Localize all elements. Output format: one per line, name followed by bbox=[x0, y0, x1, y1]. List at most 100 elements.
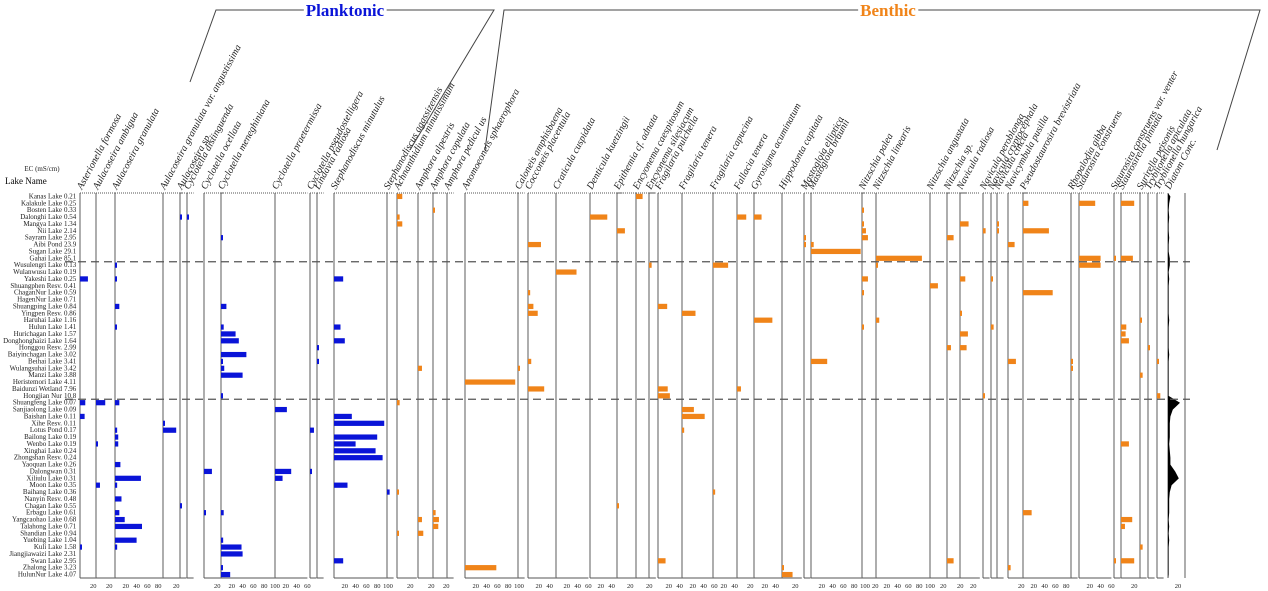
lake-name: Moon Lake bbox=[30, 481, 62, 489]
abundance-bar bbox=[1121, 331, 1126, 337]
taxon-panel bbox=[1070, 192, 1078, 579]
abundance-bar bbox=[556, 269, 577, 275]
tick-label: 100 bbox=[860, 583, 870, 590]
taxon-panel bbox=[517, 192, 525, 579]
abundance-bar bbox=[960, 310, 962, 316]
row-header: Lake Name bbox=[5, 176, 47, 186]
abundance-bar bbox=[334, 482, 348, 488]
abundance-bar bbox=[1023, 200, 1029, 206]
tick-label: 40 bbox=[352, 583, 359, 590]
abundance-bar bbox=[397, 221, 403, 227]
tick-label: 20 bbox=[106, 583, 113, 590]
abundance-bar bbox=[115, 537, 137, 543]
abundance-bar bbox=[334, 338, 345, 344]
lake-ec: 0.19 bbox=[64, 433, 77, 441]
lake-ec: 1.58 bbox=[64, 543, 77, 551]
tick-label: 20 bbox=[970, 583, 977, 590]
taxon-panel: 20 bbox=[396, 192, 417, 590]
taxon-panel bbox=[186, 192, 194, 579]
abundance-bar bbox=[115, 324, 117, 330]
tick-label: 20 bbox=[90, 583, 97, 590]
abundance-bar bbox=[876, 317, 880, 323]
abundance-bar bbox=[991, 324, 994, 330]
lake-name: Baishan Lake bbox=[24, 412, 62, 420]
abundance-bar bbox=[960, 221, 969, 227]
abundance-bar bbox=[334, 434, 378, 440]
taxon-panel: 20 bbox=[616, 192, 637, 590]
abundance-bar bbox=[528, 358, 532, 365]
lake-ec: 1.34 bbox=[64, 220, 77, 228]
lake-ec: 0.48 bbox=[64, 495, 77, 503]
tick-label: 60 bbox=[304, 583, 311, 590]
abundance-bar bbox=[310, 468, 312, 475]
lake-name: Baidunzi Wetland bbox=[12, 385, 63, 393]
lake-ec: 85.1 bbox=[64, 254, 77, 262]
lake-name: Yangcaohao Lake bbox=[12, 516, 62, 524]
lake-name: Kuli Lake bbox=[34, 543, 62, 551]
tick-label: 40 bbox=[894, 583, 901, 590]
taxon-panel bbox=[1156, 192, 1164, 579]
abundance-bar bbox=[947, 235, 954, 241]
lake-name: Donghonghaizi Lake bbox=[3, 337, 62, 345]
taxon-panel: 20 bbox=[861, 192, 882, 590]
abundance-bar bbox=[682, 427, 685, 433]
title-backing bbox=[303, 1, 387, 20]
tick-label: 80 bbox=[261, 583, 268, 590]
lake-name: Dalonghi Lake bbox=[20, 213, 62, 221]
abundance-bar bbox=[983, 228, 986, 234]
abundance-bar bbox=[811, 241, 814, 248]
abundance-bar bbox=[204, 510, 206, 516]
abundance-bar bbox=[80, 413, 85, 420]
abundance-bar bbox=[1079, 255, 1101, 261]
taxon-panel: 20 bbox=[635, 192, 656, 590]
abundance-bar bbox=[96, 482, 100, 488]
taxon-panel bbox=[446, 192, 454, 579]
tick-label: 100 bbox=[270, 583, 280, 590]
taxon-panel bbox=[996, 192, 1004, 579]
taxon-panel: 20 40 60 bbox=[274, 192, 311, 590]
taxon-panel: 20 40 bbox=[657, 192, 691, 590]
tick-label: 20 bbox=[721, 583, 728, 590]
abundance-bar bbox=[115, 276, 117, 282]
abundance-bar bbox=[397, 400, 400, 406]
abundance-bar bbox=[221, 551, 243, 557]
concentration-panel: 20 bbox=[1167, 193, 1186, 590]
abundance-bar bbox=[1121, 255, 1133, 261]
taxon-panel: 20 bbox=[781, 192, 802, 590]
lake-ec: 0.35 bbox=[64, 481, 77, 489]
lake-name: ChaganNur Lake bbox=[14, 289, 62, 297]
taxon-panel: 20 40 60 80 100 bbox=[875, 192, 935, 590]
abundance-bar bbox=[115, 303, 120, 310]
lake-ec: 0.31 bbox=[64, 474, 77, 482]
abundance-bar bbox=[115, 482, 118, 488]
abundance-bar bbox=[163, 420, 165, 426]
abundance-bar bbox=[617, 503, 619, 509]
taxon-panel: 20 40 60 bbox=[681, 192, 718, 590]
lake-name: Talahong Lake bbox=[20, 522, 62, 530]
lake-name: Kalakule Lake bbox=[21, 199, 62, 207]
abundance-bar bbox=[991, 276, 993, 282]
taxon-panel bbox=[1147, 192, 1155, 579]
abundance-bar bbox=[115, 475, 141, 481]
tick-label: 60 bbox=[1108, 583, 1115, 590]
abundance-bar bbox=[658, 393, 670, 399]
abundance-bar bbox=[862, 276, 868, 282]
abundance-bar bbox=[115, 510, 120, 516]
tick-label: 20 bbox=[536, 583, 543, 590]
tick-label: 20 bbox=[690, 583, 697, 590]
lake-name: Xiliulu Lake bbox=[26, 474, 62, 482]
abundance-bar bbox=[682, 406, 694, 413]
lake-name: HagenNur Lake bbox=[17, 296, 62, 304]
abundance-bar bbox=[1121, 441, 1129, 447]
abundance-bar bbox=[1121, 523, 1125, 530]
abundance-bar bbox=[187, 214, 189, 220]
tick-label: 40 bbox=[133, 583, 140, 590]
tick-label: 20 bbox=[443, 583, 450, 590]
abundance-bar bbox=[754, 317, 773, 323]
abundance-bar bbox=[221, 365, 225, 371]
abundance-bar bbox=[811, 358, 828, 365]
abundance-bar bbox=[862, 221, 864, 227]
abundance-bar bbox=[518, 365, 520, 371]
tick-label: 20 bbox=[598, 583, 605, 590]
tick-label: 20 bbox=[123, 583, 130, 590]
